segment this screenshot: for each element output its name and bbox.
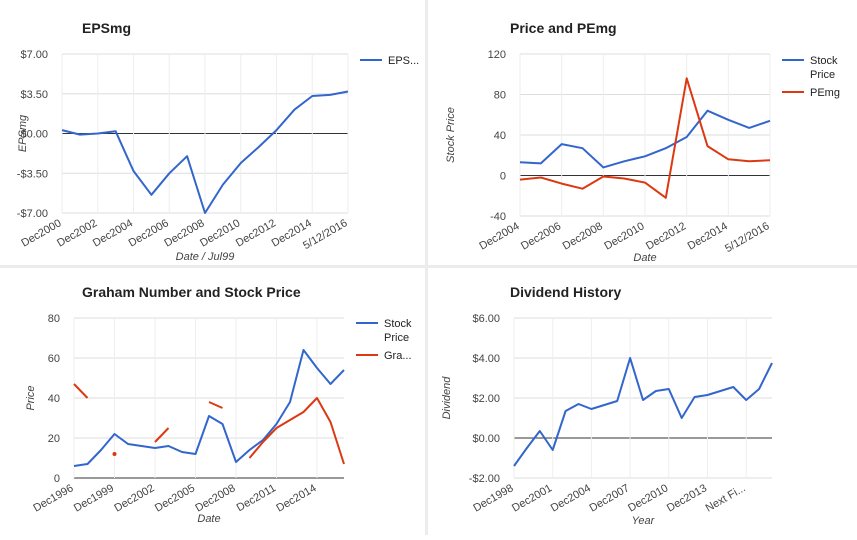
x-tick-label: Dec2008 [193,482,237,514]
series-line [73,383,89,399]
x-tick-label: Dec1998 [471,482,515,514]
x-tick-label: Dec2011 [235,482,278,514]
y-tick-label: $4.00 [472,353,500,365]
eps-chart: EPSmg$7.00$3.50$0.00-$3.50-$7.00Dec2000D… [17,20,419,263]
series-point [112,452,117,456]
y-axis-title: Price [25,385,37,410]
x-tick-label: Dec2001 [510,482,554,514]
series-line [73,349,345,467]
chart-panel-dividend: Dividend History $6.00 $4.00 $2.00 $0.00 -$2.… [428,268,857,535]
x-tick-label: Dec2012 [644,220,688,252]
y-tick-label: 0 [500,171,506,183]
chart-title: EPSmg [82,20,131,36]
x-tick-label: Dec2004 [477,220,521,252]
x-tick-label: Dec2008 [561,220,605,252]
x-tick-label: Dec2002 [112,482,156,514]
series-line [519,77,771,199]
x-tick-label: Dec2010 [602,220,646,252]
y-tick-label: $3.50 [20,89,48,101]
x-axis-title: Year [632,515,656,527]
legend-label: EPS... [388,55,419,67]
horizontal-divider [0,265,857,268]
x-axis-title: Date [197,513,220,525]
series-line [248,397,345,465]
graham-chart: Graham Number and Stock Price806040200De… [25,284,412,525]
chart-title: Dividend History [510,284,621,300]
x-tick-label: Dec1999 [72,482,116,514]
legend-label: Gra... [384,350,412,362]
x-tick-label: Dec2014 [686,220,730,252]
y-tick-label: -40 [490,211,506,223]
x-tick-label: Dec2008 [162,217,206,249]
x-axis-title: Date [633,252,656,264]
x-tick-label: Next Fi... [704,482,748,514]
chart-panel-eps: EPSmg $7.00 $3.50 $0.00 -$3.50 -$7.00 Dec2000 D… [0,0,425,265]
chart-panel-graham: Graham Number and Stock Price 80 60 40 20 0 De… [0,268,425,535]
chart-title: Price and PEmg [510,20,617,36]
price-pe-chart: Price and PEmg12080400-40Dec2004Dec2006D… [445,20,840,264]
x-tick-label: Dec1996 [31,482,75,514]
x-tick-label: Dec2005 [153,482,197,514]
y-tick-label: $7.00 [20,49,48,61]
y-tick-label: $0.00 [472,433,500,445]
x-tick-label: Dec2004 [549,482,593,514]
y-axis-title: Dividend [441,376,453,420]
y-tick-label: $2.00 [472,393,500,405]
y-tick-label: $0.00 [20,129,48,141]
y-tick-label: $6.00 [472,313,500,325]
x-tick-label: Dec2002 [55,217,99,249]
y-tick-label: 40 [494,130,506,142]
chart-title: Graham Number and Stock Price [82,284,301,300]
x-tick-label: Dec2010 [626,482,670,514]
legend-label: PEmg [810,87,840,99]
x-tick-label: Dec2010 [198,217,242,249]
y-tick-label: 60 [48,353,60,365]
x-tick-label: Dec2012 [234,217,278,249]
y-tick-label: 80 [48,313,60,325]
series-line [513,357,773,467]
y-tick-label: 0 [54,473,60,485]
y-tick-label: 20 [48,433,60,445]
x-tick-label: Dec2006 [127,217,171,249]
y-axis-title: EPSmg [17,114,29,152]
x-tick-label: Dec2014 [274,482,318,514]
y-tick-label: 40 [48,393,60,405]
series-line [61,90,349,214]
x-tick-label: Dec2004 [91,217,135,249]
x-tick-label: Dec2007 [587,482,631,514]
legend-label: Stock Price [810,55,838,81]
dividend-chart: Dividend History $6.00 $4.00 $2.00 $0.00 -$2.… [441,284,773,527]
x-tick-label: Dec2006 [519,220,563,252]
x-axis-title: Date / Jul99 [176,251,235,263]
y-tick-label: -$2.00 [469,473,500,485]
x-tick-label: 5/12/2016 [723,220,771,255]
series-line [154,427,170,443]
x-tick-label: Dec2000 [19,217,63,249]
y-tick-label: 80 [494,90,506,102]
y-tick-label: 120 [488,49,506,61]
y-axis-title: Stock Price [445,107,457,163]
x-tick-label: Dec2013 [665,482,709,514]
chart-panel-price-pe: Price and PEmg 120 80 40 0 -40 Dec2004 Dec2006 D… [428,0,857,265]
series-line [208,401,223,409]
y-tick-label: -$7.00 [17,208,48,220]
y-tick-label: -$3.50 [17,168,48,180]
series-line [519,109,771,169]
legend-label: Stock Price [384,318,412,344]
